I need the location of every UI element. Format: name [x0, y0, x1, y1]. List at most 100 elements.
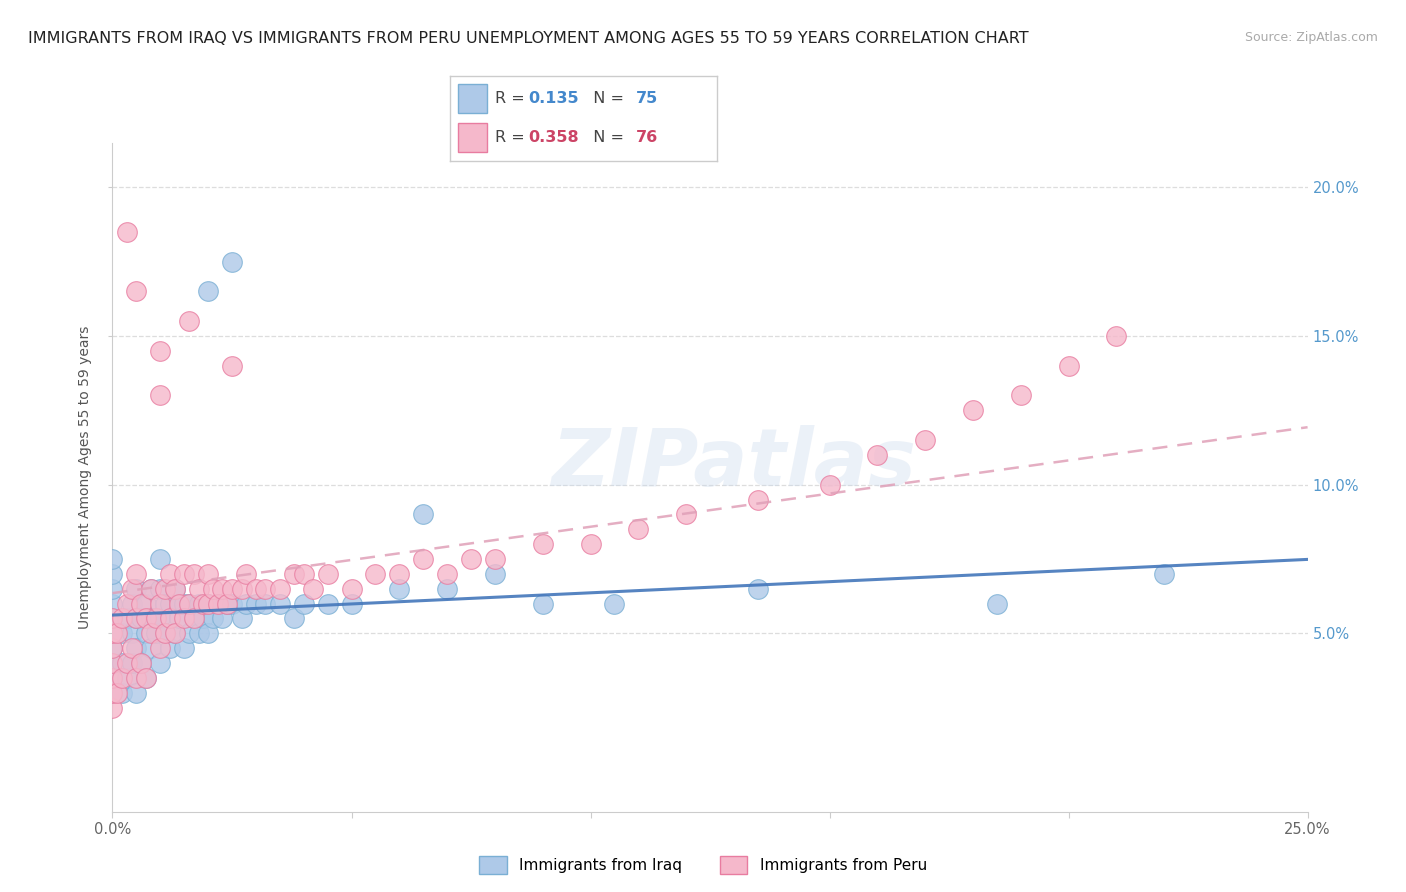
Point [153, 626, 176, 640]
Point [193, 597, 215, 611]
Text: 0.358: 0.358 [529, 130, 579, 145]
Point [139, 611, 162, 625]
Point [173, 641, 195, 656]
Point [101, 582, 124, 596]
Point [183, 566, 205, 581]
Point [101, 641, 124, 656]
Point [139, 582, 162, 596]
Point [177, 626, 200, 640]
Point [1057, 359, 1080, 373]
Point [177, 597, 200, 611]
Point [627, 522, 650, 536]
Point [177, 597, 200, 611]
Point [484, 552, 506, 566]
Point [217, 597, 239, 611]
Point [197, 285, 219, 299]
Point [197, 597, 219, 611]
Point [101, 686, 124, 700]
Point [254, 582, 277, 596]
Point [135, 626, 157, 640]
Legend: Immigrants from Iraq, Immigrants from Peru: Immigrants from Iraq, Immigrants from Pe… [472, 850, 934, 880]
Point [153, 582, 176, 596]
Point [460, 552, 482, 566]
Point [115, 225, 138, 239]
Point [163, 626, 186, 640]
Point [149, 343, 172, 358]
Point [129, 597, 152, 611]
Point [316, 597, 339, 611]
Point [101, 641, 124, 656]
Point [159, 597, 181, 611]
Point [115, 597, 138, 611]
Point [292, 597, 315, 611]
Point [187, 597, 209, 611]
Point [412, 508, 434, 522]
Point [245, 597, 267, 611]
Point [163, 626, 186, 640]
Point [603, 597, 626, 611]
Point [149, 582, 172, 596]
Point [173, 597, 195, 611]
Point [149, 388, 172, 402]
Point [149, 641, 172, 656]
Point [121, 641, 143, 656]
Point [245, 582, 267, 596]
Point [1010, 388, 1032, 402]
Point [105, 626, 128, 640]
Text: IMMIGRANTS FROM IRAQ VS IMMIGRANTS FROM PERU UNEMPLOYMENT AMONG AGES 55 TO 59 YE: IMMIGRANTS FROM IRAQ VS IMMIGRANTS FROM … [28, 31, 1029, 46]
Point [159, 566, 181, 581]
Point [340, 582, 363, 596]
Point [163, 582, 186, 596]
Point [201, 582, 224, 596]
Point [125, 686, 148, 700]
Point [388, 566, 411, 581]
Point [139, 582, 162, 596]
Point [125, 611, 148, 625]
Point [149, 552, 172, 566]
Point [101, 671, 124, 685]
Text: N =: N = [583, 91, 630, 106]
Point [183, 611, 205, 625]
Point [217, 597, 239, 611]
Point [121, 582, 143, 596]
Point [986, 597, 1008, 611]
Point [187, 582, 209, 596]
Text: R =: R = [495, 91, 530, 106]
Point [149, 611, 172, 625]
Point [283, 611, 305, 625]
Point [436, 582, 458, 596]
Point [115, 611, 138, 625]
Point [747, 582, 769, 596]
Point [187, 626, 209, 640]
Point [129, 656, 152, 670]
Point [101, 626, 124, 640]
Point [169, 597, 191, 611]
Text: R =: R = [495, 130, 530, 145]
Point [207, 597, 229, 611]
Point [105, 686, 128, 700]
Point [183, 611, 205, 625]
Point [111, 671, 134, 685]
Point [101, 611, 124, 625]
Text: Source: ZipAtlas.com: Source: ZipAtlas.com [1244, 31, 1378, 45]
Point [101, 597, 124, 611]
Point [135, 597, 157, 611]
Point [173, 566, 195, 581]
Point [302, 582, 325, 596]
Point [283, 566, 305, 581]
Point [1105, 329, 1128, 343]
Point [211, 611, 233, 625]
Point [135, 611, 157, 625]
Point [1153, 566, 1175, 581]
Point [579, 537, 602, 551]
Point [254, 597, 277, 611]
Point [221, 582, 243, 596]
Point [316, 566, 339, 581]
Point [101, 686, 124, 700]
Text: 76: 76 [636, 130, 658, 145]
Point [125, 285, 148, 299]
Point [135, 671, 157, 685]
Point [125, 641, 148, 656]
Point [221, 254, 243, 268]
Point [159, 611, 181, 625]
